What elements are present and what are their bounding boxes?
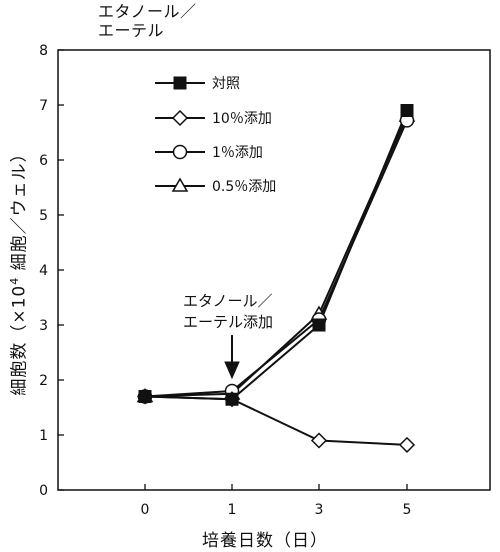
plot-frame xyxy=(57,49,491,491)
legend-marker-3 xyxy=(171,177,189,192)
series-0-point-3 xyxy=(400,104,414,117)
chart-marks xyxy=(136,104,416,453)
y-tick-label-0: 0 xyxy=(39,483,48,499)
y-tick-label-8: 8 xyxy=(39,43,48,59)
x-tick-label-0: 0 xyxy=(141,502,150,518)
y-tick-label-3: 3 xyxy=(39,318,48,334)
legend-marker-0 xyxy=(173,76,187,90)
series-1-point-2 xyxy=(310,432,328,449)
x-tick-label-1: 1 xyxy=(228,502,237,518)
y-tick-label-1: 1 xyxy=(39,428,48,444)
y-tick-label-4: 4 xyxy=(39,263,48,279)
series-line-2 xyxy=(144,119,408,398)
series-0-point-0 xyxy=(138,390,152,403)
legend-label-2: 1％添加 xyxy=(212,145,263,161)
x-tick-label-3: 3 xyxy=(315,502,324,518)
annotation-line-2: エーテル添加 xyxy=(183,313,273,331)
chart-title: エタノール／ エーテル xyxy=(98,2,197,40)
series-0-point-1 xyxy=(225,392,239,406)
legend-marker-2 xyxy=(172,144,188,160)
legend-marker-1 xyxy=(171,109,189,127)
series-line-3 xyxy=(144,115,408,398)
annotation-line-1: エタノール／ xyxy=(183,292,273,310)
y-tick-label-6: 6 xyxy=(39,153,48,169)
legend-label-1: 10％添加 xyxy=(212,111,272,127)
annotation: エタノール／ エーテル添加 xyxy=(183,292,273,380)
y-tick-label-2: 2 xyxy=(39,373,48,389)
series-0-point-2 xyxy=(312,318,326,332)
plot-area: 0 1 2 3 4 5 6 7 8 0 1 3 5 xyxy=(39,43,491,518)
legend-label-0: 対照 xyxy=(212,76,240,92)
legend: 対照 10％添加 1％添加 0.5％添加 xyxy=(155,76,276,195)
series-line-1 xyxy=(144,395,408,446)
series-1-point-3 xyxy=(398,436,416,453)
y-tick-label-5: 5 xyxy=(39,208,48,224)
x-axis-label: 培養日数（日） xyxy=(202,531,328,551)
x-tick-label-5: 5 xyxy=(403,502,412,518)
y-tick-label-7: 7 xyxy=(39,98,48,114)
annotation-arrow-head xyxy=(224,361,240,380)
legend-label-3: 0.5％添加 xyxy=(212,179,276,195)
